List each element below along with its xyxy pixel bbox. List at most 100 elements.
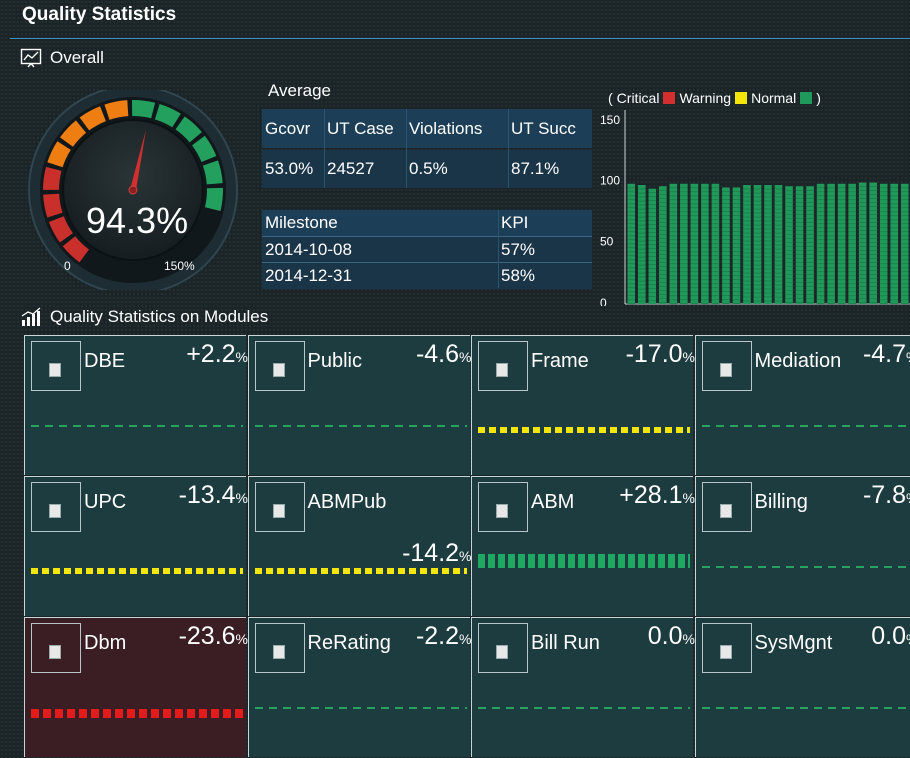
milestone-date: 2014-10-08: [265, 240, 352, 259]
module-change-value: -4.7: [862, 340, 907, 368]
module-status-line: [254, 568, 467, 574]
bar-chart-icon: [21, 307, 41, 326]
module-change-unit: %: [682, 631, 695, 647]
gauge-segment: [48, 216, 73, 243]
gauge-segment: [79, 106, 106, 131]
chart-bar: [743, 185, 751, 304]
module-change-value: +28.1: [619, 481, 683, 509]
module-tile[interactable]: Mediation -4.7%: [694, 335, 910, 475]
module-status-line: [701, 566, 910, 568]
milestone-kpi: 58%: [501, 266, 536, 285]
y-tick-label: 100: [600, 173, 620, 187]
column-divider: [406, 109, 407, 188]
gauge-min-label: 0: [64, 259, 71, 273]
module-tile[interactable]: SysMgnt 0.0%: [694, 617, 910, 757]
module-change: 0.0%: [871, 622, 910, 651]
module-status-line: [478, 554, 690, 568]
module-tile[interactable]: ReRating -2.2%: [247, 617, 472, 757]
gauge-segment: [175, 116, 202, 143]
module-change: -4.7%: [863, 340, 910, 369]
average-value-ut-case: 24527: [327, 159, 375, 178]
module-change-unit: %: [906, 349, 910, 365]
gauge-segment: [62, 236, 89, 263]
module-change-value: +2.2: [186, 340, 236, 368]
module-change-unit: %: [906, 631, 910, 647]
average-header-ut-succ: UT Succ: [511, 118, 576, 138]
y-tick-label: 0: [600, 296, 607, 306]
module-tile[interactable]: Frame -17.0%: [471, 335, 695, 475]
module-change-unit: %: [235, 631, 248, 647]
legend-critical-swatch: [663, 92, 676, 104]
overall-gauge: [28, 90, 238, 290]
module-tile[interactable]: Billing -7.8%: [694, 476, 910, 616]
title-divider: [10, 38, 910, 39]
modules-label: Quality Statistics on Modules: [50, 307, 269, 326]
module-status-line: [254, 425, 467, 427]
module-name: Mediation: [754, 350, 842, 372]
chart-bar: [722, 187, 730, 304]
column-divider: [498, 210, 499, 288]
milestone-header: Milestone: [265, 213, 338, 232]
gauge-needle: [130, 129, 147, 191]
module-name: Dbm: [84, 632, 127, 654]
module-change: -13.4%: [179, 481, 248, 510]
gauge-segment: [154, 104, 181, 128]
module-change-unit: %: [235, 490, 248, 506]
module-tile[interactable]: Dbm -23.6%: [24, 617, 248, 757]
overall-section-header: Overall: [20, 48, 104, 68]
legend-warning-swatch: [735, 92, 748, 104]
legend-close: ): [816, 90, 821, 106]
chart-legend: ( Critical Warning Normal ): [608, 90, 821, 106]
module-change-value: -13.4: [178, 481, 236, 509]
module-tile[interactable]: ABM +28.1%: [471, 476, 695, 616]
chart-bar: [795, 186, 804, 304]
module-change-unit: %: [682, 349, 695, 365]
module-name: Public: [307, 350, 362, 372]
legend-normal-swatch: [800, 92, 813, 104]
chart-bar: [774, 185, 783, 304]
average-header-ut-case: UT Case: [327, 118, 394, 138]
module-change-unit: %: [682, 490, 695, 506]
module-tile[interactable]: DBE +2.2%: [24, 335, 248, 475]
gauge-segment: [59, 120, 87, 147]
module-image-icon: [478, 623, 528, 673]
module-change-value: -23.6: [178, 622, 236, 650]
module-name: DBE: [84, 350, 126, 372]
legend-open: (: [608, 90, 613, 106]
modules-grid: DBE +2.2% Public -4.6% Frame -17.0% Mediation -…: [24, 335, 910, 758]
gauge-hub: [128, 185, 138, 195]
legend-normal-label: Normal: [751, 90, 797, 106]
chart-bar: [785, 186, 793, 304]
legend-critical-label: Critical: [616, 90, 660, 106]
module-name: UPC: [84, 491, 127, 513]
module-change-value: -7.8: [862, 481, 907, 509]
module-change-unit: %: [459, 349, 472, 365]
gauge-segment: [43, 193, 63, 218]
average-value-ut-succ: 87.1%: [511, 159, 560, 178]
module-status-line: [31, 568, 243, 574]
module-change: +2.2%: [186, 340, 248, 369]
module-name: ReRating: [307, 632, 391, 654]
module-tile[interactable]: Public -4.6%: [247, 335, 472, 475]
trend-chart-icon: [20, 48, 42, 68]
module-image-icon: [701, 482, 752, 532]
module-status-line: [31, 709, 243, 718]
milestone-row: 2014-12-31 58%: [262, 262, 592, 289]
chart-bar: [806, 186, 814, 304]
module-name: SysMgnt: [754, 632, 833, 654]
chart-bar: [732, 187, 741, 304]
module-change: 0.0%: [648, 622, 695, 651]
module-change-unit: %: [235, 349, 248, 365]
module-image-icon: [701, 623, 752, 673]
milestone-date: 2014-12-31: [265, 266, 352, 285]
module-tile[interactable]: Bill Run 0.0%: [471, 617, 695, 757]
module-name: Frame: [531, 350, 589, 372]
module-status-line: [701, 707, 910, 709]
y-tick-label: 50: [600, 235, 614, 249]
module-tile[interactable]: ABMPub -14.2%: [247, 476, 472, 616]
module-change-unit: %: [459, 631, 472, 647]
y-tick-label: 150: [600, 113, 620, 127]
module-image-icon: [478, 482, 528, 532]
module-tile[interactable]: UPC -13.4%: [24, 476, 248, 616]
